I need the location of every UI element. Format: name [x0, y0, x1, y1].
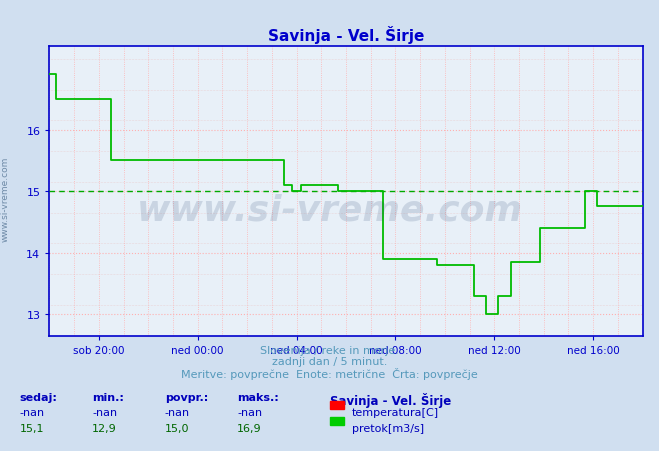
- Text: pretok[m3/s]: pretok[m3/s]: [352, 423, 424, 433]
- Text: -nan: -nan: [92, 407, 117, 417]
- Text: maks.:: maks.:: [237, 392, 279, 402]
- Text: -nan: -nan: [20, 407, 45, 417]
- Text: www.si-vreme.com: www.si-vreme.com: [136, 193, 523, 227]
- Text: -nan: -nan: [165, 407, 190, 417]
- Text: 15,0: 15,0: [165, 423, 189, 433]
- Text: zadnji dan / 5 minut.: zadnji dan / 5 minut.: [272, 356, 387, 366]
- Text: min.:: min.:: [92, 392, 124, 402]
- Text: temperatura[C]: temperatura[C]: [352, 407, 439, 417]
- Text: 15,1: 15,1: [20, 423, 44, 433]
- Text: povpr.:: povpr.:: [165, 392, 208, 402]
- Title: Savinja - Vel. Širje: Savinja - Vel. Širje: [268, 25, 424, 43]
- Text: 12,9: 12,9: [92, 423, 117, 433]
- Text: Savinja - Vel. Širje: Savinja - Vel. Širje: [330, 392, 451, 407]
- Text: -nan: -nan: [237, 407, 262, 417]
- Text: Slovenija / reke in morje.: Slovenija / reke in morje.: [260, 345, 399, 355]
- Text: Meritve: povprečne  Enote: metrične  Črta: povprečje: Meritve: povprečne Enote: metrične Črta:…: [181, 368, 478, 380]
- Text: 16,9: 16,9: [237, 423, 262, 433]
- Text: www.si-vreme.com: www.si-vreme.com: [1, 156, 10, 241]
- Text: sedaj:: sedaj:: [20, 392, 57, 402]
